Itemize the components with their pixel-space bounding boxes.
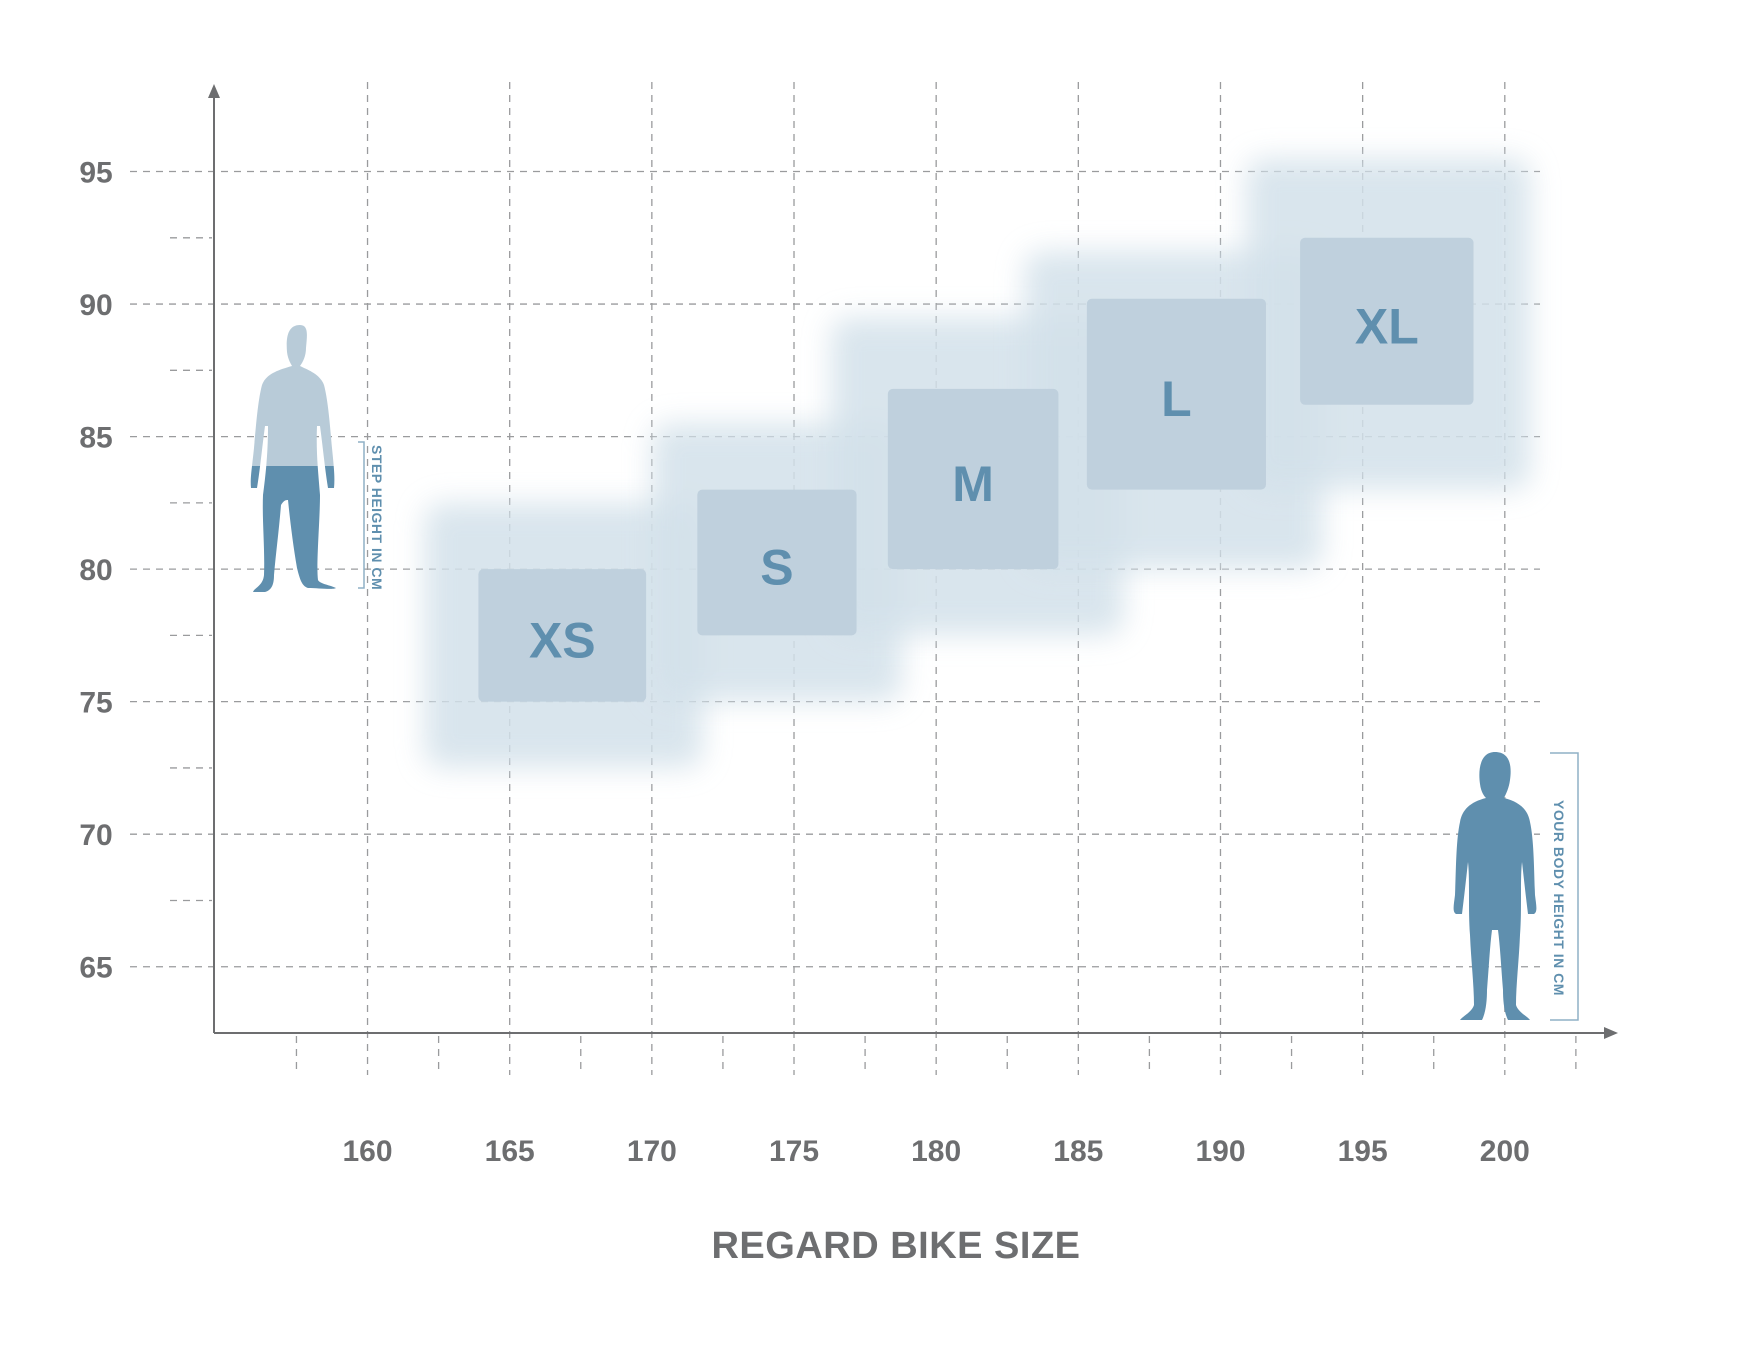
person-figure-step-height-icon: STEP HEIGHT IN CM [250,325,385,592]
x-tick-label: 165 [485,1135,535,1168]
x-tick-label: 170 [627,1135,677,1168]
y-tick-label: 95 [79,157,112,190]
size-label-l: L [1161,371,1192,427]
size-box-xl [1300,237,1474,405]
x-tick-label: 190 [1195,1135,1245,1168]
y-tick-label: 80 [79,554,112,587]
size-box-l [1086,298,1266,490]
y-tick-marks [170,237,212,902]
y-tick-label: 65 [79,952,112,985]
x-tick-label: 200 [1480,1135,1530,1168]
x-tick-label: 175 [769,1135,819,1168]
size-label-xs: XS [529,612,596,668]
step-height-axis-label: STEP HEIGHT IN CM [369,445,385,590]
size-label-m: M [952,456,994,512]
size-boxes: XS S M L XL [478,237,1474,702]
chart-title: REGARD BIKE SIZE [711,1225,1080,1267]
y-tick-labels: 65 70 75 80 85 90 95 [79,157,112,985]
x-tick-label: 160 [343,1135,393,1168]
body-height-axis-label: YOUR BODY HEIGHT IN CM [1551,800,1567,996]
x-tick-labels: 160 165 170 175 180 185 190 195 200 [343,1135,1530,1168]
size-box-m [887,388,1059,570]
size-box-xs [478,569,647,702]
x-tick-label: 185 [1053,1135,1103,1168]
person-figure-body-height-icon: YOUR BODY HEIGHT IN CM [1453,752,1579,1021]
size-box-s [697,489,857,636]
y-tick-label: 85 [79,422,112,455]
x-tick-label: 195 [1338,1135,1388,1168]
y-axis-arrow-icon [208,84,220,98]
size-label-xl: XL [1355,298,1419,354]
x-tick-label: 180 [911,1135,961,1168]
axes [208,84,1618,1039]
size-label-s: S [760,540,793,596]
y-tick-label: 90 [79,289,112,322]
x-tick-marks [295,1036,1577,1075]
y-tick-label: 75 [79,687,112,720]
x-axis-arrow-icon [1604,1027,1618,1039]
y-tick-label: 70 [79,819,112,852]
